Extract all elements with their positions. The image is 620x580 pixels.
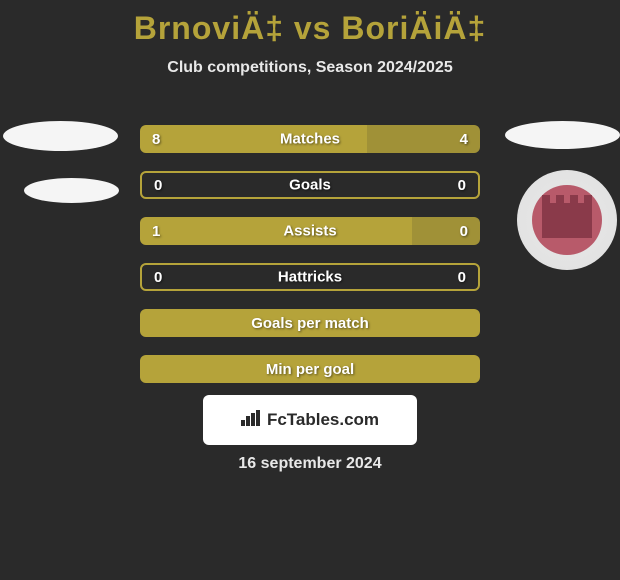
stat-value-left: 8: [152, 131, 160, 148]
watermark-text: FcTables.com: [267, 410, 379, 430]
stat-value-right: 0: [458, 177, 466, 194]
page-subtitle: Club competitions, Season 2024/2025: [0, 59, 620, 77]
stat-label: Goals per match: [251, 315, 369, 332]
stat-value-right: 0: [458, 269, 466, 286]
date-text: 16 september 2024: [238, 455, 381, 473]
stat-value-right: 0: [460, 223, 468, 240]
stat-label: Min per goal: [266, 361, 354, 378]
stat-value-right: 4: [460, 131, 468, 148]
watermark-box: FcTables.com: [203, 395, 417, 445]
stat-bar-full: Goals per match: [140, 309, 480, 337]
badge-inner-circle: [532, 185, 602, 255]
castle-icon: [542, 203, 592, 238]
stat-value-left: 0: [154, 269, 162, 286]
stats-container: 8 Matches 4 0 Goals 0 1 Assists 0 0 Hatt…: [140, 125, 480, 401]
stat-label: Hattricks: [278, 269, 342, 286]
team-right-logo-1: [505, 121, 620, 149]
stat-row-hattricks: 0 Hattricks 0: [140, 263, 480, 291]
stat-row-goals: 0 Goals 0: [140, 171, 480, 199]
team-right-badge: [517, 170, 617, 270]
stat-bar-right: [412, 217, 480, 245]
stat-bar-left: [140, 217, 412, 245]
page-title: BrnoviÄ‡ vs BoriÄiÄ‡: [0, 0, 620, 47]
stat-label: Matches: [280, 131, 340, 148]
stat-row-matches: 8 Matches 4: [140, 125, 480, 153]
team-left-logo-1: [3, 121, 118, 151]
stat-label: Goals: [289, 177, 331, 194]
team-left-logo-2: [24, 178, 119, 203]
stat-label: Assists: [283, 223, 336, 240]
stat-row-min-per-goal: Min per goal: [140, 355, 480, 383]
stat-row-goals-per-match: Goals per match: [140, 309, 480, 337]
stat-value-left: 0: [154, 177, 162, 194]
stat-row-assists: 1 Assists 0: [140, 217, 480, 245]
chart-icon: [241, 410, 261, 431]
stat-value-left: 1: [152, 223, 160, 240]
stat-bar-full: Min per goal: [140, 355, 480, 383]
